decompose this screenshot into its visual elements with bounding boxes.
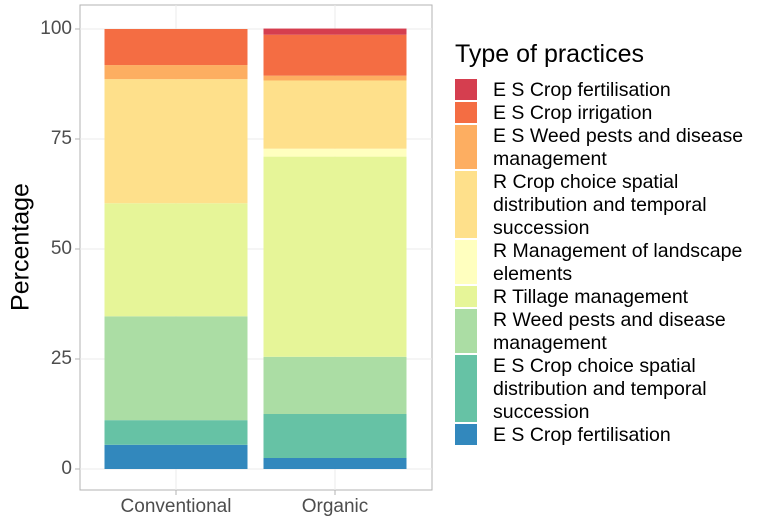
- bar-segment: [104, 29, 248, 66]
- bar-segment: [263, 148, 407, 157]
- legend-label: R Weed pests and disease management: [493, 309, 726, 354]
- legend-label: E S Crop irrigation: [493, 102, 653, 124]
- legend-label: E S Crop choice spatial distribution and…: [493, 355, 707, 423]
- legend-swatch: [455, 309, 477, 355]
- legend-label: R Tillage management: [493, 286, 689, 308]
- y-tick-label: 100: [40, 18, 72, 39]
- bar-segment: [104, 316, 248, 421]
- bar-segment: [263, 80, 407, 149]
- legend-item: R Tillage management: [455, 286, 780, 309]
- bar-segment: [104, 79, 248, 204]
- legend-swatch: [455, 424, 477, 447]
- legend-item: R Crop choice spatial distribution and t…: [455, 171, 780, 240]
- y-tick-label: 0: [61, 458, 72, 479]
- legend-item: E S Crop fertilisation: [455, 79, 780, 102]
- legend-label: E S Weed pests and disease management: [493, 125, 744, 170]
- y-tick-label: 75: [51, 128, 72, 149]
- legend-item: R Weed pests and disease management: [455, 309, 780, 355]
- bar-segment: [104, 203, 248, 317]
- legend-item: E S Crop choice spatial distribution and…: [455, 355, 780, 424]
- legend-title: Type of practices: [455, 40, 644, 68]
- legend-swatch: [455, 286, 477, 309]
- legend: Type of practices E S Crop fertilisation…: [455, 40, 780, 447]
- legend-label: E S Crop fertilisation: [493, 424, 671, 446]
- bar-segment: [263, 356, 407, 414]
- legend-item: E S Crop irrigation: [455, 102, 780, 125]
- legend-swatch: [455, 125, 477, 171]
- legend-swatch: [455, 102, 477, 125]
- x-tick-label: Conventional: [121, 496, 232, 517]
- bar-segment: [104, 420, 248, 445]
- y-tick-label: 25: [51, 348, 72, 369]
- bar-segment: [104, 444, 248, 469]
- bar-segment: [263, 156, 407, 357]
- bar-segment: [263, 75, 407, 81]
- legend-item: E S Weed pests and disease management: [455, 125, 780, 171]
- x-tick-label: Organic: [302, 496, 369, 517]
- bar-segment: [263, 414, 407, 458]
- legend-swatch: [455, 355, 477, 424]
- y-tick-label: 50: [51, 238, 72, 259]
- legend-swatch: [455, 79, 477, 102]
- bar-segment: [263, 458, 407, 469]
- bar-segment: [104, 65, 248, 80]
- legend-swatch: [455, 171, 477, 240]
- legend-item: R Management of landscape elements: [455, 240, 780, 286]
- legend-item: E S Crop fertilisation: [455, 424, 780, 447]
- y-axis-label: Percentage: [7, 183, 35, 311]
- legend-label: R Crop choice spatial distribution and t…: [493, 171, 707, 239]
- legend-swatch: [455, 240, 477, 286]
- bar-segment: [263, 28, 407, 35]
- legend-label: R Management of landscape elements: [493, 240, 743, 285]
- legend-label: E S Crop fertilisation: [493, 79, 671, 101]
- bar-segment: [263, 34, 407, 76]
